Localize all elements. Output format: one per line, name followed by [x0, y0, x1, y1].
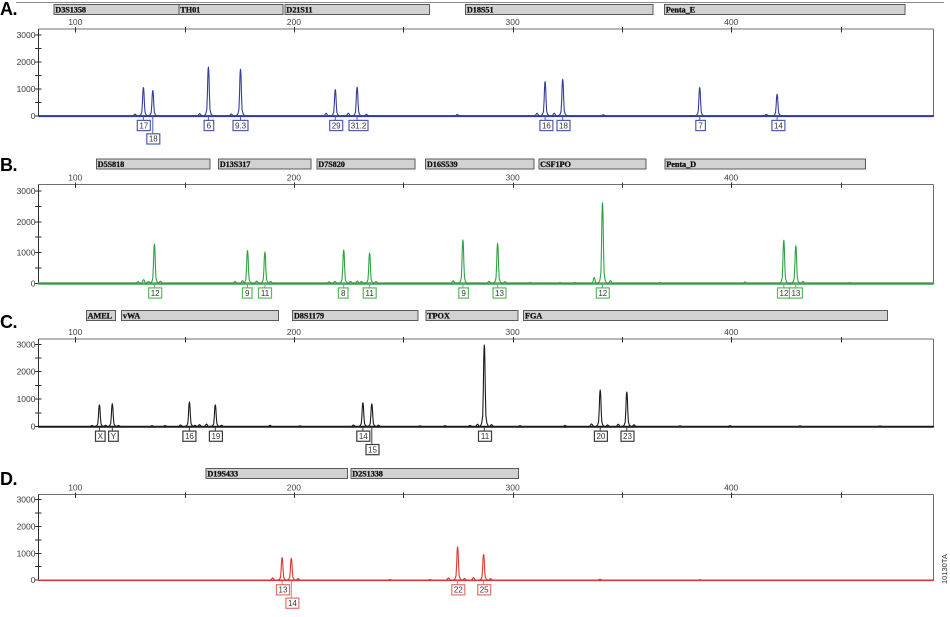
svg-text:13: 13 — [495, 289, 504, 298]
svg-text:X: X — [98, 432, 104, 441]
svg-text:D21S11: D21S11 — [286, 6, 312, 15]
svg-text:TPOX: TPOX — [427, 311, 450, 320]
svg-text:400: 400 — [724, 173, 738, 183]
svg-text:D7S820: D7S820 — [318, 160, 345, 169]
svg-text:D.: D. — [0, 469, 17, 489]
svg-text:400: 400 — [724, 327, 738, 337]
svg-text:18: 18 — [559, 121, 568, 130]
svg-text:D2S1338: D2S1338 — [352, 469, 383, 478]
svg-text:100: 100 — [68, 482, 82, 492]
svg-text:11: 11 — [261, 289, 270, 298]
svg-text:300: 300 — [506, 17, 520, 27]
svg-text:17: 17 — [139, 121, 148, 130]
svg-text:3000: 3000 — [17, 186, 36, 196]
svg-text:19: 19 — [211, 432, 220, 441]
svg-text:2000: 2000 — [17, 57, 36, 67]
svg-text:200: 200 — [287, 17, 301, 27]
svg-text:3000: 3000 — [17, 339, 36, 349]
svg-text:D3S1358: D3S1358 — [55, 6, 86, 15]
svg-text:1000: 1000 — [17, 84, 36, 94]
svg-text:CSF1PO: CSF1PO — [540, 160, 571, 169]
svg-text:12: 12 — [151, 289, 160, 298]
svg-text:25: 25 — [480, 586, 489, 595]
svg-text:TH01: TH01 — [180, 6, 200, 15]
svg-text:1000: 1000 — [17, 394, 36, 404]
svg-text:B.: B. — [0, 155, 17, 175]
svg-text:31.2: 31.2 — [351, 121, 367, 130]
svg-text:3000: 3000 — [17, 495, 36, 505]
svg-text:2000: 2000 — [17, 522, 36, 532]
svg-text:16: 16 — [185, 432, 194, 441]
svg-text:D18S51: D18S51 — [467, 6, 494, 15]
svg-text:12: 12 — [780, 289, 789, 298]
svg-text:D13S317: D13S317 — [220, 160, 251, 169]
svg-text:AMEL: AMEL — [88, 311, 113, 320]
svg-text:0: 0 — [31, 278, 36, 288]
svg-text:1000: 1000 — [17, 248, 36, 258]
svg-text:13: 13 — [791, 289, 800, 298]
svg-text:100: 100 — [68, 17, 82, 27]
svg-text:16: 16 — [542, 121, 551, 130]
svg-text:0: 0 — [31, 422, 36, 432]
svg-text:Penta_E: Penta_E — [666, 6, 696, 15]
svg-text:13: 13 — [279, 586, 288, 595]
svg-text:400: 400 — [724, 17, 738, 27]
svg-text:A.: A. — [0, 0, 17, 19]
svg-text:vWA: vWA — [123, 311, 140, 320]
svg-text:14: 14 — [288, 599, 297, 608]
svg-text:C.: C. — [0, 312, 17, 332]
svg-text:0: 0 — [31, 575, 36, 585]
svg-text:D19S433: D19S433 — [207, 469, 238, 478]
svg-text:3000: 3000 — [17, 30, 36, 40]
svg-text:200: 200 — [287, 482, 301, 492]
svg-text:7: 7 — [698, 121, 703, 130]
svg-text:2000: 2000 — [17, 217, 36, 227]
svg-text:11: 11 — [481, 432, 490, 441]
svg-text:6: 6 — [207, 121, 212, 130]
svg-text:100: 100 — [68, 327, 82, 337]
svg-text:12: 12 — [598, 289, 607, 298]
svg-text:D16S539: D16S539 — [427, 160, 458, 169]
svg-text:Penta_D: Penta_D — [666, 160, 696, 169]
svg-text:9: 9 — [245, 289, 250, 298]
svg-text:200: 200 — [287, 173, 301, 183]
svg-text:18: 18 — [149, 135, 158, 144]
svg-text:14: 14 — [774, 121, 783, 130]
svg-text:300: 300 — [506, 327, 520, 337]
svg-text:9: 9 — [461, 289, 466, 298]
svg-text:200: 200 — [287, 327, 301, 337]
svg-text:23: 23 — [623, 432, 632, 441]
svg-text:1000: 1000 — [17, 548, 36, 558]
svg-text:20: 20 — [596, 432, 605, 441]
svg-text:14: 14 — [359, 432, 368, 441]
svg-text:D5S818: D5S818 — [98, 160, 125, 169]
svg-text:29: 29 — [332, 121, 341, 130]
svg-text:11: 11 — [366, 289, 375, 298]
svg-text:300: 300 — [506, 173, 520, 183]
svg-text:D8S1179: D8S1179 — [294, 311, 324, 320]
svg-text:2000: 2000 — [17, 367, 36, 377]
svg-text:100: 100 — [68, 173, 82, 183]
svg-text:Y: Y — [111, 432, 117, 441]
svg-text:15: 15 — [368, 445, 377, 454]
svg-text:9.3: 9.3 — [235, 121, 247, 130]
svg-text:8: 8 — [341, 289, 346, 298]
svg-text:FGA: FGA — [525, 311, 542, 320]
svg-text:22: 22 — [454, 586, 463, 595]
svg-text:400: 400 — [724, 482, 738, 492]
svg-text:10130TA: 10130TA — [940, 554, 949, 584]
svg-text:0: 0 — [31, 111, 36, 121]
svg-text:300: 300 — [506, 482, 520, 492]
